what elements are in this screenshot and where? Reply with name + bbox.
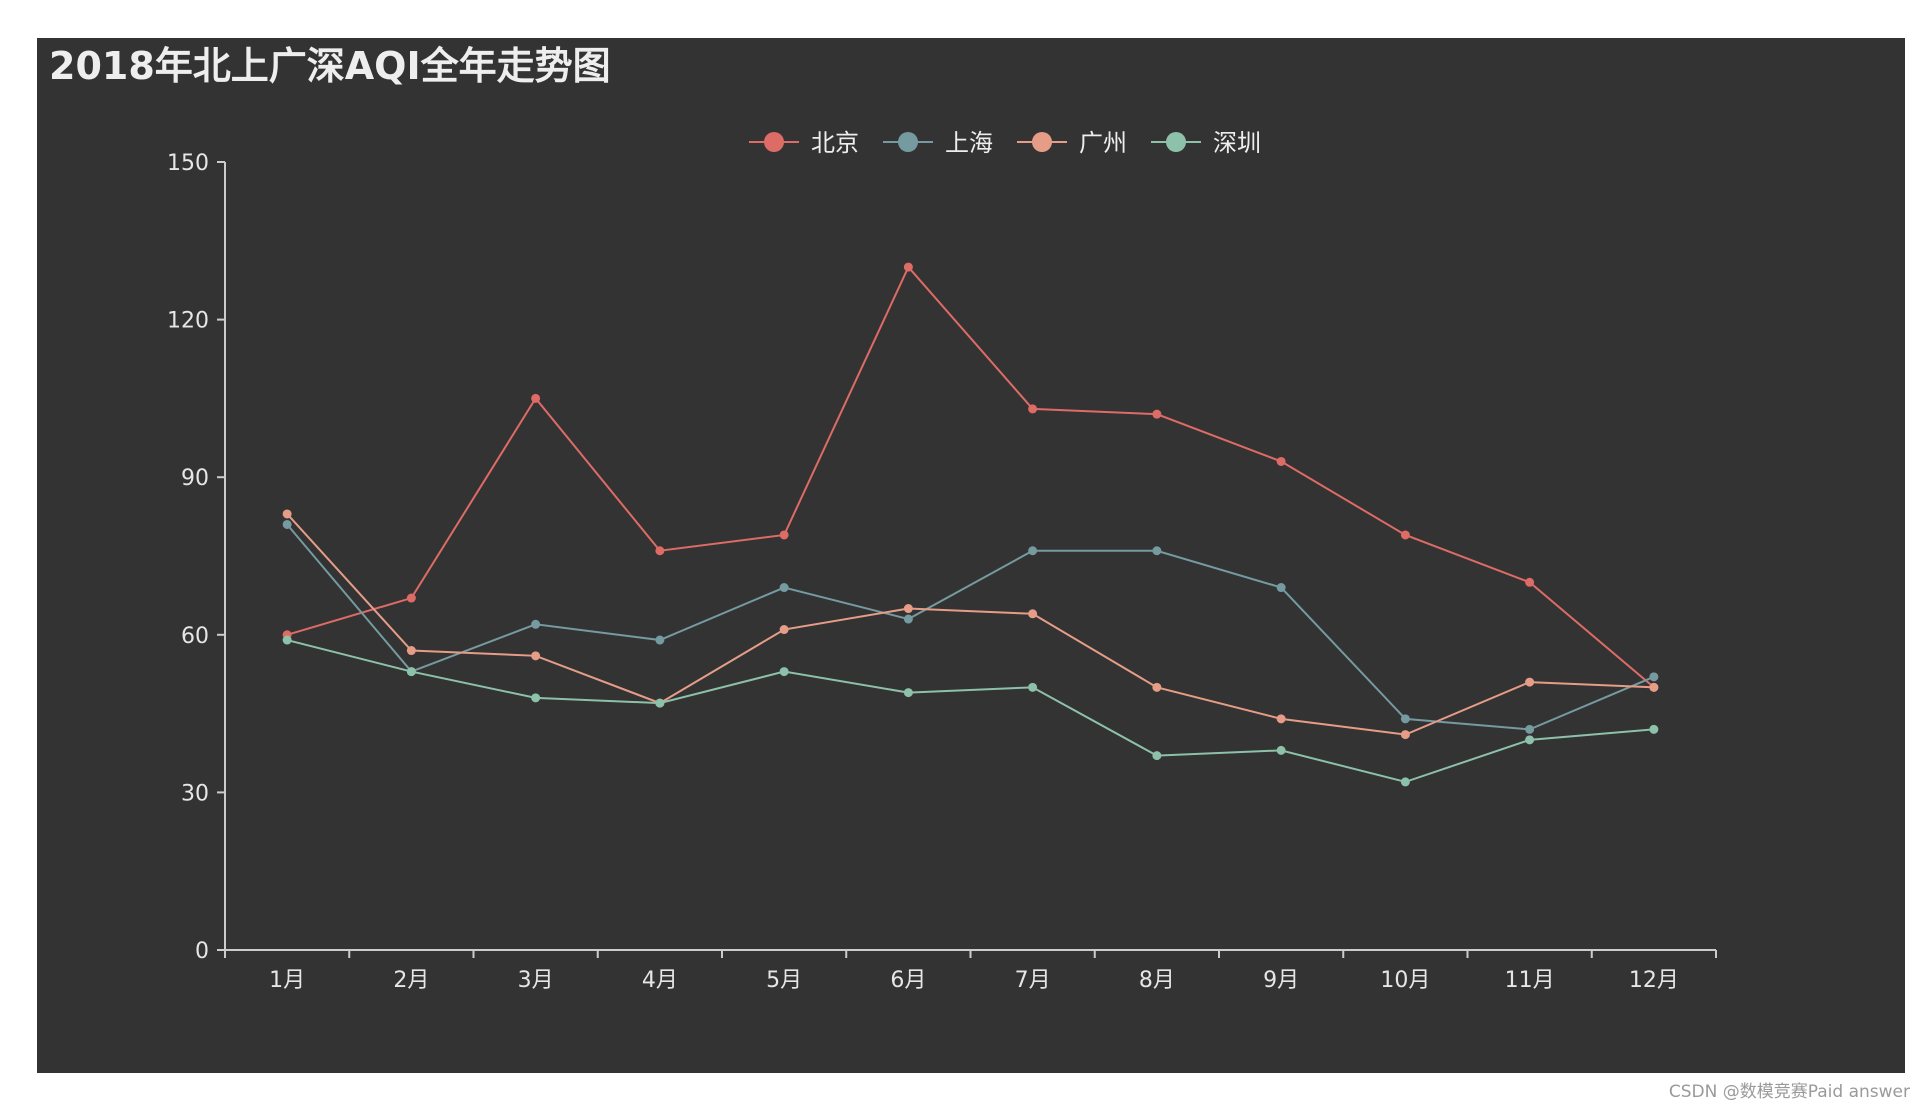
data-point [1028, 609, 1038, 619]
data-point [1276, 583, 1286, 593]
series-line [286, 513, 1654, 736]
data-point [655, 698, 665, 708]
y-tick-label: 90 [181, 466, 209, 491]
data-point [903, 604, 913, 614]
data-point [406, 593, 416, 603]
line-chart: 0 30 60 90 120 150 1月 2月 3月 4月 5月 6月 7月 8月 9月 10月 11月 12月… [167, 129, 1717, 993]
data-point [1649, 672, 1659, 682]
series-3 [282, 509, 1659, 740]
data-point [1525, 677, 1535, 687]
data-point [903, 688, 913, 698]
data-point [1028, 546, 1038, 556]
data-point [1152, 751, 1162, 761]
data-point [1152, 682, 1162, 692]
x-tick-label: 12月 [1629, 968, 1679, 993]
data-point [779, 583, 789, 593]
data-point [1400, 714, 1410, 724]
legend-item[interactable]: 上海 [883, 129, 993, 157]
legend-marker [898, 132, 918, 152]
data-point [531, 651, 541, 661]
data-point [903, 262, 913, 272]
x-tick-label: 2月 [393, 968, 429, 993]
data-point [1276, 745, 1286, 755]
data-point [282, 635, 292, 645]
y-tick-label: 120 [167, 309, 209, 334]
x-tick-label: 1月 [269, 968, 305, 993]
x-tick-label: 8月 [1139, 968, 1175, 993]
y-tick-label: 0 [195, 939, 209, 964]
data-point [1649, 682, 1659, 692]
y-tick-label: 150 [167, 151, 209, 176]
legend-label: 深圳 [1213, 129, 1261, 157]
data-point [779, 625, 789, 635]
series-line [286, 265, 1655, 689]
data-point [1400, 530, 1410, 540]
data-point [655, 546, 665, 556]
y-tick-label: 60 [181, 624, 209, 649]
data-point [779, 667, 789, 677]
data-point [1152, 409, 1162, 419]
series-line [286, 523, 1655, 731]
series-line [286, 639, 1654, 783]
x-tick-label: 10月 [1380, 968, 1430, 993]
x-tick-label: 6月 [890, 968, 926, 993]
data-point [406, 646, 416, 656]
legend-label: 北京 [811, 129, 859, 157]
series-2 [282, 519, 1659, 734]
data-point [531, 393, 541, 403]
watermark: CSDN @数模竞赛Paid answer [1668, 1082, 1910, 1102]
chart-title: 2018年北上广深AQI全年走势图 [49, 44, 611, 88]
x-tick-label: 7月 [1015, 968, 1051, 993]
x-tick-label: 4月 [642, 968, 678, 993]
data-point [1525, 577, 1535, 587]
data-point [655, 635, 665, 645]
data-point [903, 614, 913, 624]
data-point [1152, 546, 1162, 556]
data-point [1276, 456, 1286, 466]
legend-marker [764, 132, 784, 152]
chart-panel: 2018年北上广深AQI全年走势图 0 30 60 90 120 150 1月 2月 3月 4月 5… [37, 38, 1905, 1073]
series-4 [282, 635, 1659, 787]
x-tick-label: 11月 [1505, 968, 1555, 993]
x-tick-label: 9月 [1263, 968, 1299, 993]
axes: 0 30 60 90 120 150 1月 2月 3月 4月 5月 6月 7月 8月 9月 10月 11月 12月 [167, 151, 1717, 993]
x-tick-label: 5月 [766, 968, 802, 993]
data-point [531, 693, 541, 703]
data-point [282, 519, 292, 529]
legend-marker [1032, 132, 1052, 152]
data-point [1028, 682, 1038, 692]
data-point [1400, 730, 1410, 740]
y-tick-label: 30 [181, 781, 209, 806]
legend-marker [1166, 132, 1186, 152]
legend-label: 上海 [945, 129, 993, 157]
legend-item[interactable]: 北京 [749, 129, 859, 157]
data-point [1028, 404, 1038, 414]
data-point [531, 619, 541, 629]
series-1 [282, 262, 1659, 692]
data-point [1525, 724, 1535, 734]
series-layer [282, 262, 1659, 787]
legend-item[interactable]: 深圳 [1151, 129, 1261, 157]
data-point [282, 509, 292, 519]
data-point [779, 530, 789, 540]
data-point [406, 667, 416, 677]
legend[interactable]: 北京 上海 广州 深圳 [749, 129, 1261, 157]
data-point [1649, 724, 1659, 734]
x-tick-label: 3月 [518, 968, 554, 993]
data-point [1525, 735, 1535, 745]
data-point [1276, 714, 1286, 724]
legend-label: 广州 [1079, 129, 1127, 157]
data-point [1400, 777, 1410, 787]
legend-item[interactable]: 广州 [1017, 129, 1127, 157]
